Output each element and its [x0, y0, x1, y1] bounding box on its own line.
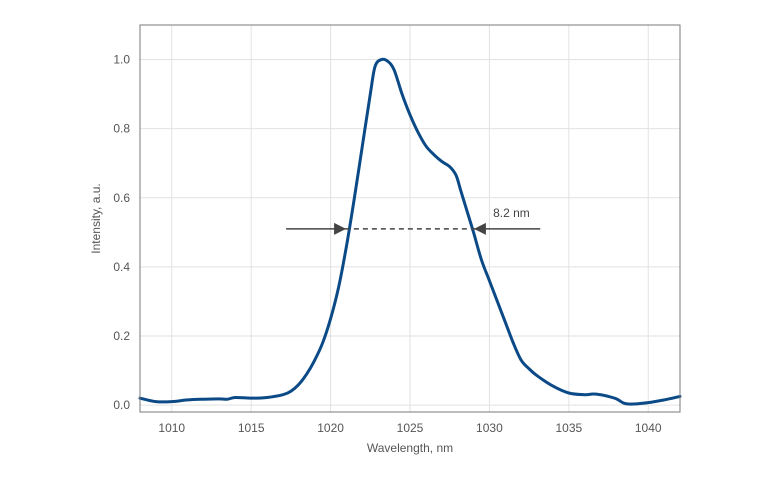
fwhm-label: 8.2 nm: [493, 206, 530, 220]
axes: 1010 1015 1020 1025 1030 1035 1040 0.0 0.2 0.4 0.6…: [113, 24, 681, 435]
y-tick-label: 0.8: [113, 122, 130, 136]
y-tick-label: 0.4: [113, 260, 130, 274]
x-tick-label: 1040: [635, 421, 662, 435]
x-tick-label: 1010: [158, 421, 185, 435]
annotation-layer: 8.2 nm: [286, 206, 541, 235]
y-tick-label: 0.0: [113, 398, 130, 412]
y-tick-label: 0.2: [113, 329, 130, 343]
y-tick-label: 1.0: [113, 53, 130, 67]
series-layer: [138, 57, 682, 406]
x-tick-label: 1015: [238, 421, 265, 435]
x-axis-title: Wavelength, nm: [367, 441, 453, 455]
x-tick-label: 1025: [397, 421, 424, 435]
x-tick-label: 1020: [317, 421, 344, 435]
x-tick-label: 1035: [555, 421, 582, 435]
x-tick-label: 1030: [476, 421, 503, 435]
y-axis-title: Intensity, a.u.: [89, 183, 103, 253]
plot-frame: [139, 24, 681, 413]
y-tick-label: 0.6: [113, 191, 130, 205]
spectrum-line: [138, 57, 682, 406]
grid: [140, 25, 680, 412]
